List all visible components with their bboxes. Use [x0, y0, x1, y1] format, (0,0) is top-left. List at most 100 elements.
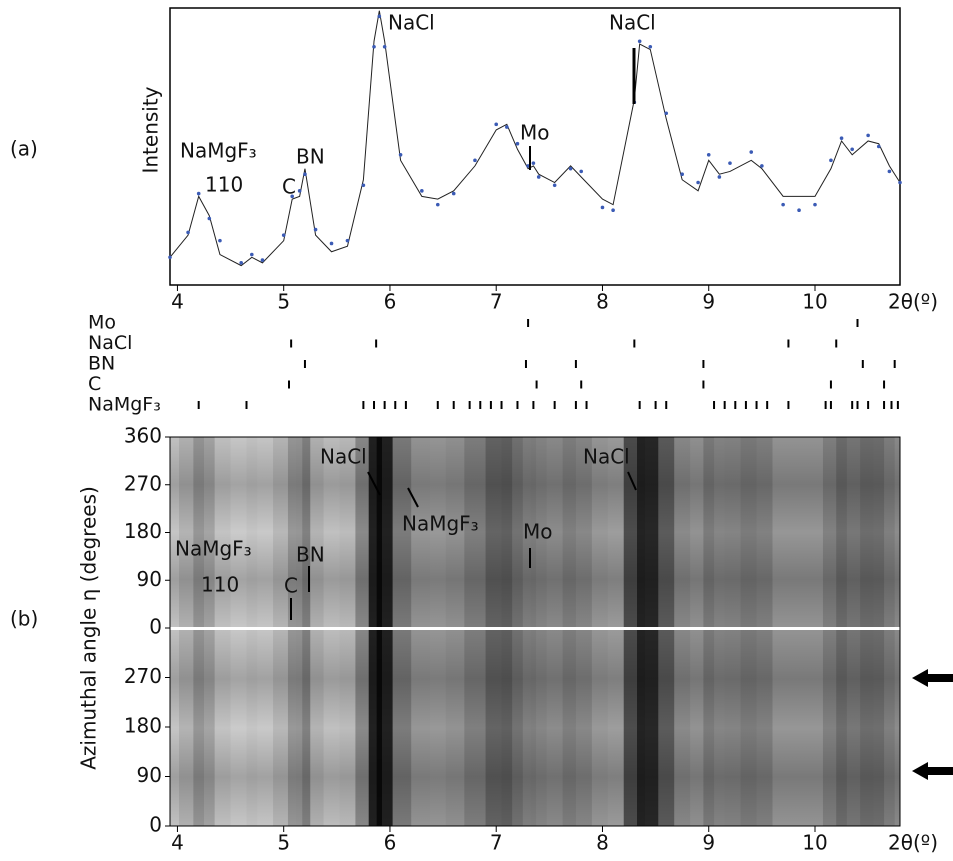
y-tick-label: 360: [124, 424, 162, 448]
obs-point: [531, 161, 536, 165]
obs-point: [728, 161, 732, 165]
peak-label: NaMgF₃: [402, 512, 479, 536]
x-tick-label: 7: [490, 290, 503, 314]
obs-point: [637, 39, 642, 44]
obs-point: [600, 205, 605, 210]
obs-point: [887, 169, 892, 174]
obs-point: [717, 175, 722, 179]
heatmap: [170, 437, 901, 826]
obs-point: [329, 241, 334, 246]
obs-point: [552, 183, 557, 188]
obs-point: [297, 189, 302, 193]
zero-line: [170, 627, 900, 630]
x-tick-label: 5: [277, 290, 290, 314]
obs-point: [797, 208, 801, 213]
phase-label: C: [88, 373, 101, 395]
obs-point: [168, 255, 172, 260]
x-tick-label: 9: [702, 290, 715, 314]
arrow: [912, 669, 953, 687]
peak-label: NaMgF₃: [180, 139, 257, 163]
peak-label: C: [282, 175, 296, 199]
plot-frame: [169, 436, 901, 827]
obs-point: [345, 238, 350, 243]
panel-label: (a): [10, 137, 38, 161]
y-tick-label: 90: [137, 567, 162, 591]
x-tick-label: 5: [277, 831, 290, 855]
x-tick-label: 10: [802, 831, 827, 855]
obs-point: [850, 147, 854, 152]
y-axis-label: Intensity: [139, 86, 163, 173]
x-tick-label: 4: [171, 290, 184, 314]
peak-label: BN: [296, 145, 325, 169]
peak-label: NaCl: [388, 11, 435, 35]
y-axis-label: Azimuthal angle η (degrees): [77, 486, 101, 770]
obs-point: [866, 133, 870, 138]
peak-label: NaCl: [609, 11, 656, 35]
obs-point: [839, 136, 844, 140]
x-axis-label: 2θ(º): [888, 831, 938, 855]
peak-label: 110: [205, 173, 243, 197]
obs-point: [377, 14, 382, 19]
obs-point: [706, 153, 711, 157]
obs-point: [382, 44, 387, 49]
obs-point: [749, 150, 754, 154]
pointer: [367, 471, 381, 496]
peak-label: C: [284, 574, 298, 598]
y-tick-label: 0: [149, 615, 162, 639]
obs-point: [218, 238, 222, 243]
obs-point: [664, 111, 669, 116]
obs-point: [420, 189, 424, 193]
x-tick-label: 6: [384, 290, 397, 314]
peak-label: NaMgF₃: [175, 537, 252, 561]
x-tick-label: 10: [802, 290, 827, 314]
obs-point: [876, 144, 881, 149]
peak-label: NaCl: [320, 445, 367, 469]
obs-point: [451, 191, 456, 196]
obs-point: [505, 125, 509, 129]
panel-label: (b): [10, 607, 38, 631]
obs-point: [196, 191, 201, 196]
obs-point: [239, 261, 243, 265]
x-tick-label: 6: [384, 831, 397, 855]
obs-point: [515, 141, 520, 146]
y-tick-label: 180: [124, 519, 162, 543]
obs-point: [186, 230, 190, 235]
x-tick-label: 8: [596, 831, 609, 855]
obs-point: [313, 227, 318, 232]
phase-label: NaCl: [88, 332, 132, 354]
phase-label: BN: [88, 353, 115, 375]
peak-label: BN: [296, 543, 325, 567]
obs-point: [680, 172, 684, 176]
obs-point: [494, 122, 499, 127]
obs-point: [579, 169, 584, 174]
peak-label: 110: [201, 573, 239, 597]
x-tick-label: 9: [702, 831, 715, 855]
obs-point: [813, 202, 817, 207]
phase-label: NaMgF₃: [88, 394, 161, 416]
x-axis-label: 2θ(º): [888, 290, 938, 314]
obs-point: [898, 180, 902, 185]
peak-label: Mo: [523, 520, 553, 544]
pointer: [407, 487, 419, 508]
y-tick-label: 270: [124, 471, 162, 495]
x-tick-label: 7: [490, 831, 503, 855]
obs-point: [648, 44, 653, 49]
y-tick-label: 180: [124, 714, 162, 738]
plot-frame: [169, 7, 901, 286]
azimuth-stripes: [170, 437, 900, 627]
y-tick-label: 0: [149, 813, 162, 837]
azimuth-stripes: [170, 630, 900, 826]
obs-point: [781, 202, 785, 207]
obs-point: [473, 158, 477, 163]
obs-point: [568, 166, 573, 171]
x-tick-label: 4: [171, 831, 184, 855]
peak-label: Mo: [520, 121, 550, 145]
pointer: [627, 471, 637, 491]
obs-point: [398, 153, 403, 157]
obs-point: [281, 233, 286, 237]
y-tick-label: 270: [124, 664, 162, 688]
obs-point: [290, 194, 294, 199]
obs-point: [611, 208, 615, 213]
x-tick-label: 8: [596, 290, 609, 314]
